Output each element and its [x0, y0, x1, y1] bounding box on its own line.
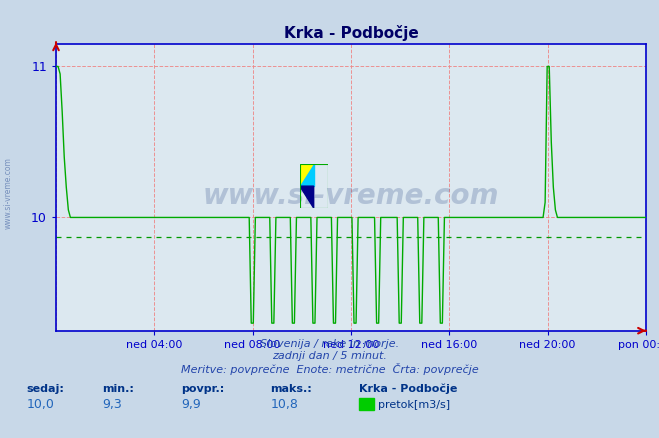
Text: min.:: min.:: [102, 384, 134, 394]
Text: pretok[m3/s]: pretok[m3/s]: [378, 400, 449, 410]
Text: maks.:: maks.:: [270, 384, 312, 394]
Text: www.si-vreme.com: www.si-vreme.com: [203, 182, 499, 210]
Text: 9,9: 9,9: [181, 398, 201, 411]
Text: zadnji dan / 5 minut.: zadnji dan / 5 minut.: [272, 351, 387, 361]
Text: sedaj:: sedaj:: [26, 384, 64, 394]
Text: Meritve: povprečne  Enote: metrične  Črta: povprečje: Meritve: povprečne Enote: metrične Črta:…: [181, 363, 478, 375]
Text: 10,8: 10,8: [270, 398, 298, 411]
Text: 9,3: 9,3: [102, 398, 122, 411]
Text: povpr.:: povpr.:: [181, 384, 225, 394]
Polygon shape: [300, 164, 314, 186]
Text: www.si-vreme.com: www.si-vreme.com: [3, 157, 13, 229]
Text: 10,0: 10,0: [26, 398, 54, 411]
Polygon shape: [300, 186, 314, 208]
Text: Krka - Podbočje: Krka - Podbočje: [359, 384, 457, 394]
Title: Krka - Podbočje: Krka - Podbočje: [283, 25, 418, 41]
Polygon shape: [300, 164, 314, 186]
Text: Slovenija / reke in morje.: Slovenija / reke in morje.: [260, 339, 399, 350]
